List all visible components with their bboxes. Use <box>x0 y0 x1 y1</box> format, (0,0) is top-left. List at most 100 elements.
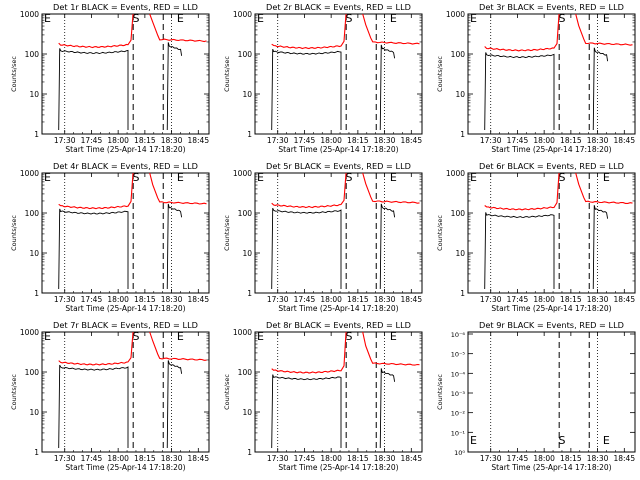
x-tick-label: 18:00 <box>107 454 129 463</box>
marker-e-end: E <box>603 12 610 25</box>
panel-det-9: Det 9r BLACK = Events, RED = LLD 10⁰ 10⁻¹ 1… <box>436 320 636 472</box>
x-tick-label: 18:15 <box>560 295 582 304</box>
y-tick-label: 10⁻³ <box>451 390 466 398</box>
y-tick-label: 10 <box>242 249 252 258</box>
y-tick-label: 1 <box>34 289 39 298</box>
x-tick-label: 18:30 <box>587 295 609 304</box>
x-tick-label: 18:15 <box>134 136 156 145</box>
event-rate-trace <box>58 208 129 290</box>
x-tick-label: 17:30 <box>267 454 289 463</box>
x-tick-label: 17:45 <box>294 454 316 463</box>
event-rate-trace-post <box>379 44 396 131</box>
event-rate-trace <box>484 52 555 131</box>
x-tick-label: 18:30 <box>161 136 183 145</box>
y-tick-label: 1000 <box>20 10 39 19</box>
y-axis-label: Counts/sec <box>223 374 231 410</box>
marker-e-end: E <box>390 171 397 184</box>
y-tick-label: 1000 <box>20 328 39 337</box>
y-tick-label: 100 <box>451 209 466 218</box>
x-tick-label: 18:45 <box>187 136 209 145</box>
marker-s: S <box>133 330 140 343</box>
lld-rate-trace-post <box>575 172 633 204</box>
x-tick-label: 18:00 <box>320 136 342 145</box>
y-tick-label: 100 <box>25 368 40 377</box>
x-axis-label: Start Time (25-Apr-14 17:18:20) <box>65 304 185 313</box>
panel-title: Det 7r BLACK = Events, RED = LLD <box>53 320 198 330</box>
marker-e-start: E <box>470 171 477 184</box>
y-tick-label: 1 <box>34 130 39 139</box>
x-axis-label: Start Time (25-Apr-14 17:18:20) <box>65 145 185 154</box>
panel-det-6: Det 6r BLACK = Events, RED = LLD 1 10 100 10… <box>436 161 636 313</box>
panel-det-3: Det 3r BLACK = Events, RED = LLD 1 10 100 10… <box>436 2 636 154</box>
panel-det-8: Det 8r BLACK = Events, RED = LLD 1 10 100 10… <box>223 320 423 472</box>
x-tick-label: 18:15 <box>560 454 582 463</box>
y-tick-label: 100 <box>238 368 253 377</box>
y-tick-label: 1 <box>34 448 39 457</box>
y-tick-label: 10⁻⁶ <box>451 331 466 339</box>
panel-title: Det 6r BLACK = Events, RED = LLD <box>479 161 624 171</box>
event-rate-trace <box>58 48 129 131</box>
lld-rate-trace-post <box>362 13 420 45</box>
y-tick-label: 10 <box>455 90 465 99</box>
y-tick-label: 10 <box>29 249 39 258</box>
x-tick-label: 18:30 <box>587 454 609 463</box>
y-tick-label: 10⁻² <box>451 410 466 418</box>
x-tick-label: 17:45 <box>81 454 103 463</box>
lld-rate-trace <box>271 172 347 209</box>
lld-rate-trace-post <box>362 172 420 204</box>
marker-e-start: E <box>257 171 264 184</box>
marker-e-start: E <box>470 12 477 25</box>
panel-title: Det 4r BLACK = Events, RED = LLD <box>53 161 198 171</box>
x-tick-label: 18:45 <box>187 295 209 304</box>
x-tick-label: 18:15 <box>347 454 369 463</box>
y-tick-label: 1 <box>247 130 252 139</box>
lld-rate-trace <box>58 331 134 366</box>
marker-e-end: E <box>177 330 184 343</box>
event-rate-trace <box>271 374 342 449</box>
marker-e-end: E <box>390 330 397 343</box>
x-tick-label: 18:45 <box>400 295 422 304</box>
x-axis-label: Start Time (25-Apr-14 17:18:20) <box>491 304 611 313</box>
plot-frame <box>41 331 210 453</box>
x-tick-label: 17:45 <box>294 136 316 145</box>
x-tick-label: 17:30 <box>267 136 289 145</box>
event-rate-trace <box>484 212 555 290</box>
x-tick-label: 18:15 <box>347 136 369 145</box>
lld-rate-trace-post <box>362 331 420 366</box>
x-tick-label: 18:30 <box>587 136 609 145</box>
x-tick-label: 18:00 <box>533 295 555 304</box>
x-tick-label: 18:00 <box>107 295 129 304</box>
x-axis-label: Start Time (25-Apr-14 17:18:20) <box>491 145 611 154</box>
x-tick-label: 18:00 <box>320 454 342 463</box>
x-tick-label: 17:45 <box>294 295 316 304</box>
x-axis-label: Start Time (25-Apr-14 17:18:20) <box>278 145 398 154</box>
marker-e-start: E <box>44 330 51 343</box>
x-tick-label: 18:15 <box>134 454 156 463</box>
event-rate-trace <box>271 207 342 290</box>
y-axis-label: Counts/sec <box>436 374 444 410</box>
marker-e-end: E <box>603 171 610 184</box>
y-axis-label: Counts/sec <box>10 56 18 92</box>
event-rate-trace-post <box>166 360 183 449</box>
x-tick-label: 17:30 <box>480 136 502 145</box>
y-tick-label: 10 <box>242 90 252 99</box>
y-tick-label: 100 <box>238 50 253 59</box>
panel-title: Det 1r BLACK = Events, RED = LLD <box>53 2 198 12</box>
x-tick-label: 17:30 <box>54 454 76 463</box>
x-tick-label: 17:30 <box>480 454 502 463</box>
y-tick-label: 10 <box>29 90 39 99</box>
x-tick-label: 18:30 <box>374 295 396 304</box>
panel-title: Det 9r BLACK = Events, RED = LLD <box>479 320 624 330</box>
panel-title: Det 3r BLACK = Events, RED = LLD <box>479 2 624 12</box>
x-tick-label: 17:45 <box>507 454 529 463</box>
x-tick-label: 18:15 <box>560 136 582 145</box>
lld-rate-trace <box>271 331 347 374</box>
y-axis-label: Counts/sec <box>223 215 231 251</box>
y-tick-label: 10 <box>242 408 252 417</box>
y-tick-label: 10 <box>29 408 39 417</box>
x-axis-label: Start Time (25-Apr-14 17:18:20) <box>65 463 185 472</box>
y-tick-label: 10⁻⁵ <box>451 351 466 359</box>
x-tick-label: 18:00 <box>533 136 555 145</box>
x-axis-label: Start Time (25-Apr-14 17:18:20) <box>491 463 611 472</box>
